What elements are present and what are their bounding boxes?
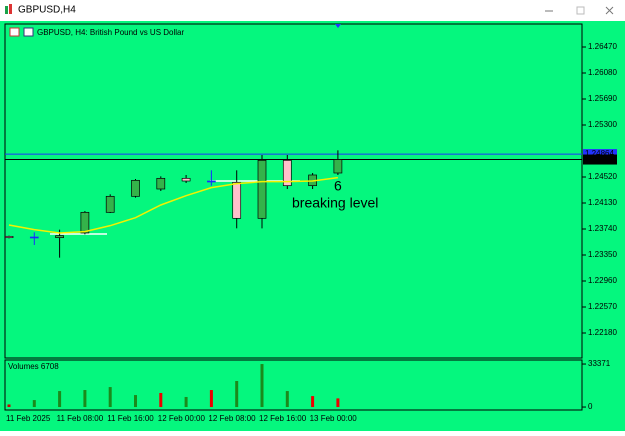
volume-bar [235, 381, 239, 408]
y-tick-label: 1.23740 [588, 224, 617, 233]
volume-bar [134, 395, 137, 408]
price-label: 1.24864 [585, 149, 614, 158]
x-tick-label: 13 Feb 00:00 [310, 414, 358, 423]
y-tick-label: 33371 [588, 359, 611, 368]
y-tick-label: 1.25300 [588, 120, 617, 129]
volume-title: Volumes 6708 [8, 362, 59, 371]
candle-body [257, 159, 267, 219]
app-icon [9, 4, 12, 14]
y-tick-label: 0 [588, 402, 593, 411]
close-button[interactable] [605, 6, 614, 15]
volume-bar [260, 364, 264, 408]
window-title: GBPUSD,H4 [18, 5, 76, 16]
chart-icon [23, 27, 34, 37]
y-tick-label: 1.22180 [588, 328, 617, 337]
volume-bar [58, 391, 62, 408]
moving-average [8, 176, 338, 234]
volume-bar [83, 390, 87, 408]
y-tick-label: 1.22960 [588, 276, 617, 285]
annotation: breaking level [292, 195, 378, 211]
volume-bar [159, 392, 163, 408]
candle-body [105, 195, 115, 213]
volume-bar [108, 387, 112, 408]
candle-body [4, 235, 14, 239]
volume-bar [336, 398, 340, 408]
volume-bar [311, 396, 315, 408]
candle-body [55, 235, 64, 239]
candle-body [131, 179, 140, 197]
x-tick-label: 12 Feb 08:00 [208, 414, 256, 423]
x-tick-label: 12 Feb 00:00 [158, 414, 206, 423]
volume-bar [184, 396, 188, 408]
x-tick-label: 11 Feb 2025 [6, 414, 51, 423]
x-tick-label: 11 Feb 16:00 [107, 414, 154, 423]
volume-panel [4, 359, 583, 411]
price-label-box [583, 154, 617, 165]
x-tick-label: 12 Feb 16:00 [259, 414, 307, 423]
candle-body [80, 211, 90, 234]
title-bar [0, 0, 625, 21]
maximize-button[interactable] [576, 6, 585, 15]
y-tick-label: 1.25690 [588, 94, 617, 103]
candle-body [207, 180, 216, 183]
candle-body [282, 159, 292, 187]
shift-marker [335, 24, 341, 28]
chart-title: GBPUSD, H4: British Pound vs US Dollar [37, 28, 184, 37]
y-tick-label: 1.26080 [588, 68, 617, 77]
candle-body [232, 181, 242, 219]
chart-background [0, 21, 625, 431]
y-tick-label: 1.24130 [588, 198, 617, 207]
annotation: 6 [334, 178, 342, 194]
y-tick-label: 1.23350 [588, 250, 617, 259]
candle-body [181, 177, 191, 182]
marks: 1.26470 1.26080 1.25690 1.25300 1.24520 1.241… [4, 42, 617, 423]
y-tick-label: 1.22570 [588, 302, 617, 311]
price-label: 1.24782 [585, 155, 614, 164]
volume-bar [209, 390, 213, 408]
volume-bar [285, 391, 289, 408]
candle-body [333, 159, 343, 174]
volume-bar [32, 400, 36, 408]
x-tick-label: 11 Feb 08:00 [57, 414, 104, 423]
candle-body [156, 177, 166, 190]
price-panel [4, 23, 583, 359]
y-tick-label: 1.26470 [588, 42, 617, 51]
app-icon [5, 6, 8, 14]
candle-body [29, 236, 39, 239]
price-label-box [583, 149, 617, 160]
volume-bar [7, 404, 11, 408]
chart-icon [9, 27, 20, 37]
y-tick-label: 1.24520 [588, 172, 617, 181]
